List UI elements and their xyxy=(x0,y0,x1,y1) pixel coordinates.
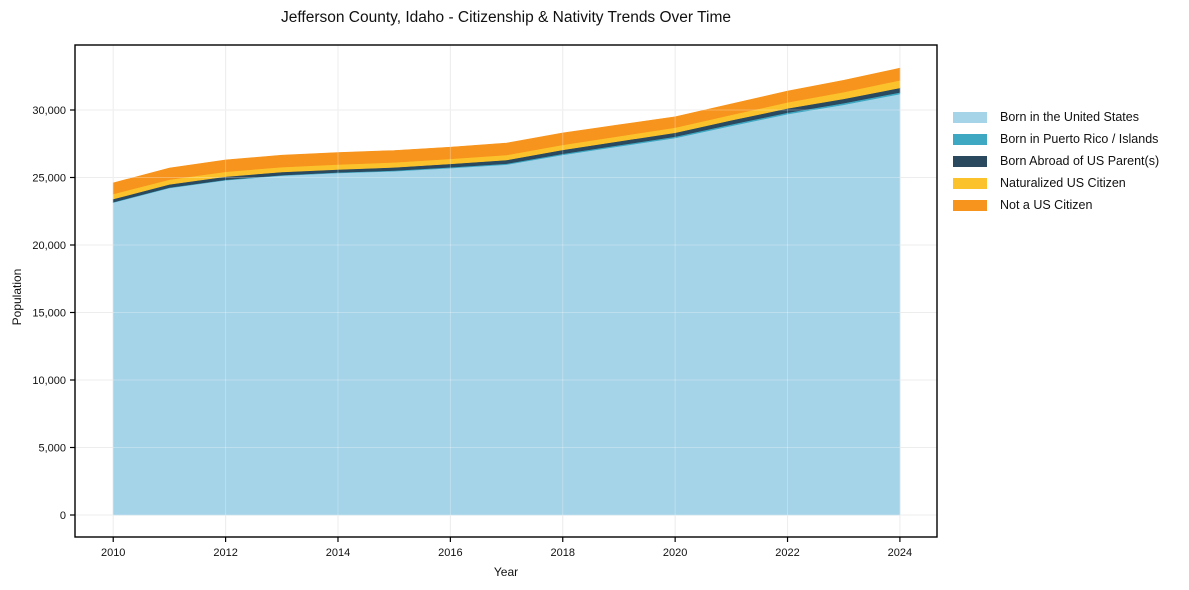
x-tick-label: 2020 xyxy=(663,547,687,559)
x-tick-label: 2014 xyxy=(326,547,350,559)
stacked-areas xyxy=(112,67,901,516)
legend-swatch-not-a-us-citizen xyxy=(953,199,987,211)
x-tick-label: 2010 xyxy=(101,547,125,559)
chart-title: Jefferson County, Idaho - Citizenship & … xyxy=(281,9,731,26)
legend-label: Born Abroad of US Parent(s) xyxy=(1000,154,1160,168)
legend-swatch-naturalized-us-citizen xyxy=(953,177,987,189)
legend-swatch-born-in-the-united-states xyxy=(953,111,987,123)
legend-label: Born in Puerto Rico / Islands xyxy=(1000,132,1159,146)
legend-label: Born in the United States xyxy=(1000,110,1139,124)
legend-item-born-in-the-united-states: Born in the United States xyxy=(953,106,1159,128)
legend-label: Naturalized US Citizen xyxy=(1000,176,1126,190)
legend: Born in the United States Born in Puerto … xyxy=(953,106,1159,216)
gridline-overlay xyxy=(75,45,937,537)
legend-item-born-abroad-of-us-parent-s: Born Abroad of US Parent(s) xyxy=(953,150,1159,172)
y-tick-label: 15,000 xyxy=(32,308,66,320)
x-tick-label: 2018 xyxy=(551,547,575,559)
x-tick-label: 2022 xyxy=(775,547,799,559)
y-tick-label: 20,000 xyxy=(32,240,66,252)
x-tick-label: 2024 xyxy=(888,547,912,559)
y-axis-label: Population xyxy=(10,268,24,326)
legend-swatch-born-abroad-of-us-parent-s xyxy=(953,155,987,167)
x-axis-label: Year xyxy=(493,565,519,579)
legend-swatch-born-in-puerto-rico-islands xyxy=(953,133,987,145)
y-tick-label: 25,000 xyxy=(32,173,66,185)
y-tick-label: 30,000 xyxy=(32,105,66,117)
area-not-a-us-citizen xyxy=(112,67,901,195)
legend-label: Not a US Citizen xyxy=(1000,198,1093,212)
legend-item-naturalized-us-citizen: Naturalized US Citizen xyxy=(953,172,1159,194)
y-tick-label: 0 xyxy=(60,510,66,522)
y-tick-label: 10,000 xyxy=(32,375,66,387)
x-tick-label: 2016 xyxy=(438,547,462,559)
y-tick-label: 5,000 xyxy=(38,443,66,455)
legend-item-born-in-puerto-rico-islands: Born in Puerto Rico / Islands xyxy=(953,128,1159,150)
plot-border xyxy=(74,44,938,538)
legend-item-not-a-us-citizen: Not a US Citizen xyxy=(953,194,1159,216)
x-ticks: 2010 2012 2014 2016 2018 2020 2022 2024 xyxy=(101,537,912,559)
y-ticks: 0 5,000 10,000 15,000 20,000 25,000 30,000 xyxy=(32,105,75,522)
x-tick-label: 2012 xyxy=(213,547,237,559)
